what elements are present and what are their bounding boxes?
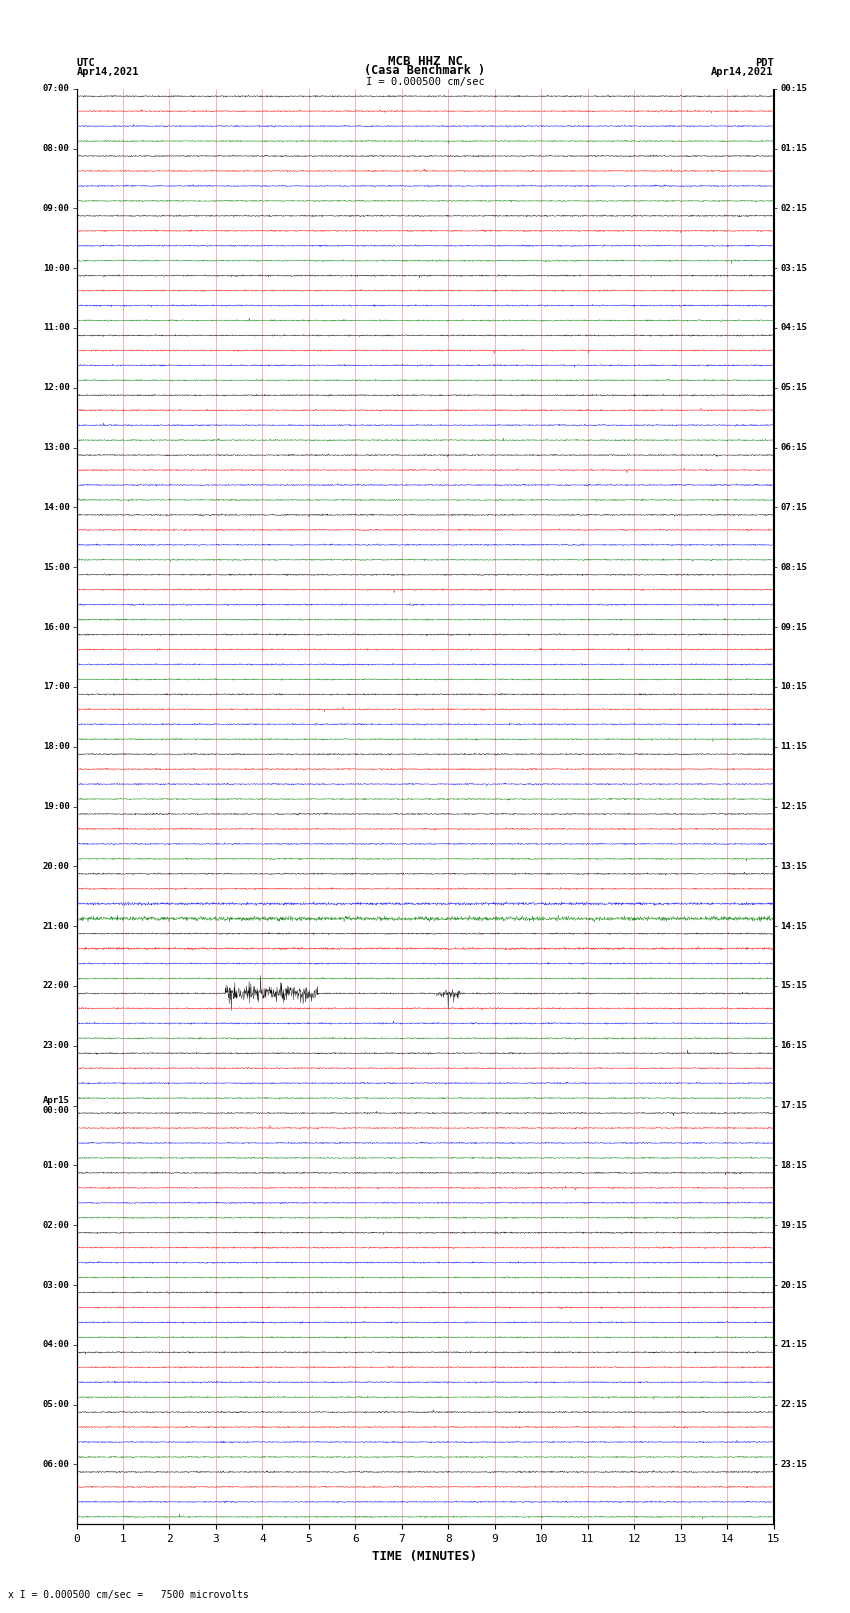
Text: UTC: UTC [76,58,95,68]
Text: Apr14,2021: Apr14,2021 [711,68,774,77]
Text: x I = 0.000500 cm/sec =   7500 microvolts: x I = 0.000500 cm/sec = 7500 microvolts [8,1590,249,1600]
X-axis label: TIME (MINUTES): TIME (MINUTES) [372,1550,478,1563]
Text: Apr14,2021: Apr14,2021 [76,68,139,77]
Text: PDT: PDT [755,58,774,68]
Text: I = 0.000500 cm/sec: I = 0.000500 cm/sec [366,77,484,87]
Text: MCB HHZ NC: MCB HHZ NC [388,55,462,68]
Text: (Casa Benchmark ): (Casa Benchmark ) [365,65,485,77]
